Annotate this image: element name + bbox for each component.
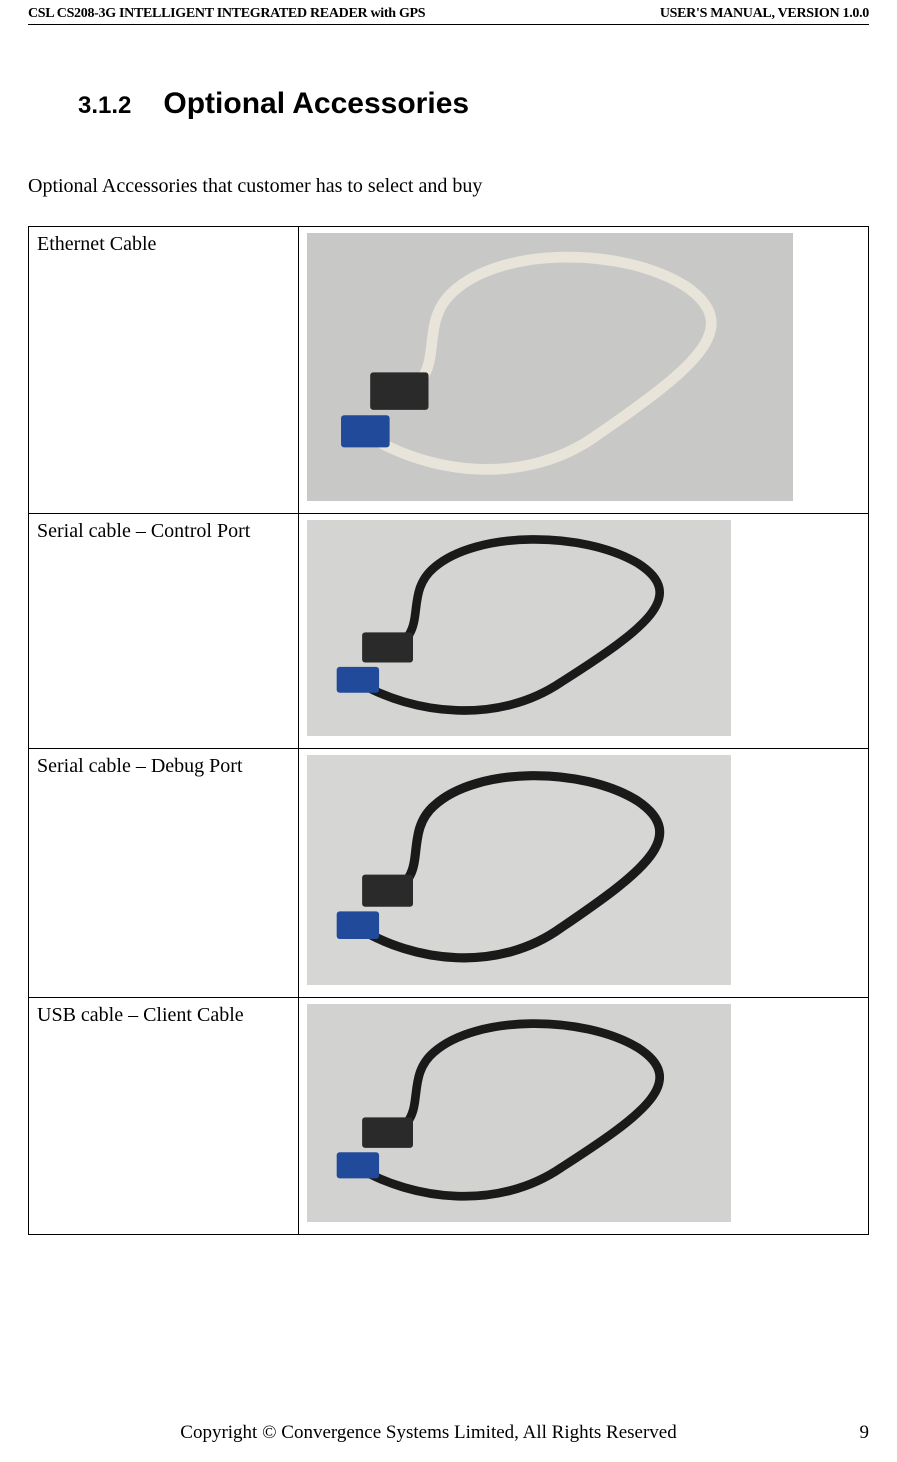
accessory-label: Serial cable – Control Port — [29, 514, 299, 749]
table-row: Ethernet Cable — [29, 227, 869, 514]
accessory-image-cell — [299, 749, 869, 998]
page-footer: Copyright © Convergence Systems Limited,… — [28, 1422, 869, 1444]
header-left: CSL CS208-3G INTELLIGENT INTEGRATED READ… — [28, 6, 425, 22]
table-row: Serial cable – Control Port — [29, 514, 869, 749]
section-number: 3.1.2 — [78, 92, 131, 119]
section-title: Optional Accessories — [163, 87, 469, 120]
usb-client-cable-photo — [307, 1004, 731, 1222]
accessory-image-cell — [299, 227, 869, 514]
footer-page-number: 9 — [829, 1422, 869, 1444]
page-header: CSL CS208-3G INTELLIGENT INTEGRATED READ… — [28, 0, 869, 25]
serial-control-port-cable-photo — [307, 520, 731, 736]
table-row: Serial cable – Debug Port — [29, 749, 869, 998]
section-heading: 3.1.2 Optional Accessories — [78, 87, 869, 121]
footer-copyright: Copyright © Convergence Systems Limited,… — [28, 1422, 829, 1444]
accessory-image-cell — [299, 514, 869, 749]
serial-debug-port-cable-photo — [307, 755, 731, 985]
ethernet-cable-photo — [307, 233, 793, 501]
accessory-image-cell — [299, 998, 869, 1235]
header-right: USER'S MANUAL, VERSION 1.0.0 — [660, 6, 869, 22]
accessories-table: Ethernet Cable Serial cable – Control Po… — [28, 226, 869, 1235]
intro-text: Optional Accessories that customer has t… — [28, 175, 869, 198]
table-row: USB cable – Client Cable — [29, 998, 869, 1235]
accessory-label: USB cable – Client Cable — [29, 998, 299, 1235]
accessory-label: Serial cable – Debug Port — [29, 749, 299, 998]
accessory-label: Ethernet Cable — [29, 227, 299, 514]
